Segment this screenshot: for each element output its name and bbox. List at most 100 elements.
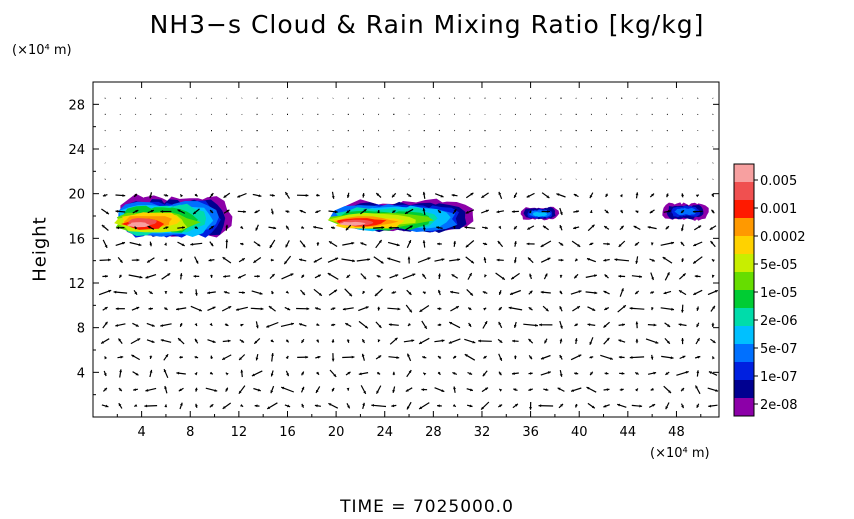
wind-vector (664, 272, 670, 281)
vector-head (210, 355, 214, 359)
wind-vector (574, 323, 579, 327)
wind-vector (190, 305, 203, 312)
wind-vector (360, 273, 367, 280)
wind-vector (497, 404, 503, 408)
vector-head (482, 291, 486, 294)
vector-head (194, 193, 198, 197)
vector-head (419, 341, 423, 344)
wind-vector (406, 289, 412, 296)
vector-head (546, 195, 550, 198)
wind-vector (708, 404, 718, 408)
vector-head (469, 372, 473, 375)
vector-shaft (438, 129, 441, 132)
vector-head (496, 210, 500, 214)
vector-head (409, 309, 412, 313)
colorbar-swatch (734, 326, 754, 345)
wind-vector (297, 355, 309, 359)
wind-vector (387, 307, 401, 311)
vector-head (149, 195, 152, 199)
vector-head (257, 388, 261, 392)
colorbar-label: 2e-08 (760, 398, 798, 413)
wind-vector (681, 129, 684, 132)
vector-head (650, 242, 654, 246)
wind-vector (361, 338, 366, 344)
vector-head (193, 211, 197, 215)
wind-vector (375, 321, 382, 329)
vector-head (589, 242, 593, 245)
wind-vector (497, 240, 504, 248)
vector-head (575, 371, 579, 375)
wind-vector (587, 402, 596, 409)
wind-vector (102, 306, 108, 311)
wind-vector (498, 306, 503, 311)
wind-vector (160, 339, 172, 343)
vector-head (497, 241, 501, 244)
vector-head (210, 193, 214, 196)
vector-head (696, 307, 700, 311)
wind-vector (559, 274, 563, 278)
vector-head (682, 355, 686, 359)
vector-head (422, 227, 426, 231)
vector-head (240, 242, 244, 246)
wind-vector (422, 224, 426, 231)
vector-head (667, 324, 671, 327)
wind-vector (513, 225, 518, 230)
vector-head (665, 406, 669, 410)
wind-vector (680, 387, 685, 392)
wind-vector (481, 226, 489, 230)
wind-vector (327, 257, 339, 263)
x-tick-label: 32 (474, 425, 491, 440)
wind-vector (102, 274, 108, 278)
wind-vector (711, 258, 715, 263)
vector-head (499, 404, 503, 408)
wind-vector (676, 371, 689, 376)
vector-head (681, 259, 685, 262)
colorbar: 0.005 0.001 0.0002 5e-05 1e-05 2e-06 5e-07 1e-0… (733, 163, 806, 417)
wind-vector (589, 356, 594, 359)
vector-head (134, 226, 138, 230)
vector-head (711, 193, 714, 197)
colorbar-frame (733, 163, 755, 417)
wind-vector (301, 274, 305, 279)
wind-vector (466, 288, 474, 297)
wind-vector (498, 191, 503, 200)
vector-head (571, 389, 574, 392)
vector-head (470, 388, 473, 392)
wind-vector (710, 338, 716, 344)
wind-vector (192, 208, 200, 215)
vector-head (649, 210, 653, 214)
vector-head (605, 194, 609, 197)
wind-vector (619, 225, 625, 231)
vector-head (437, 323, 441, 327)
vector-head (313, 259, 317, 263)
wind-vector (388, 226, 399, 230)
wind-vector (694, 355, 701, 359)
wind-vector (678, 289, 687, 296)
wind-vector (710, 240, 716, 248)
wind-vector (542, 305, 549, 312)
wind-vector (194, 372, 198, 376)
vector-head (681, 405, 684, 409)
vector-head (668, 390, 671, 393)
vector-head (331, 226, 334, 230)
wind-vector (680, 209, 685, 214)
vector-head (540, 290, 544, 294)
vector-head (254, 340, 258, 344)
wind-vector (422, 291, 426, 295)
vector-head (305, 355, 309, 359)
wind-vector (391, 192, 397, 198)
wind-vector (251, 290, 263, 295)
vector-head (453, 355, 457, 359)
vector-head (104, 356, 108, 360)
vector-head (622, 305, 626, 309)
vector-head (543, 225, 546, 229)
vector-head (696, 404, 700, 408)
wind-vector (223, 291, 230, 294)
wind-vector (179, 402, 183, 410)
vector-head (122, 241, 125, 245)
wind-vector (422, 372, 427, 376)
vector-shaft (651, 146, 653, 148)
vector-head (709, 227, 713, 230)
wind-vector (434, 193, 444, 198)
vector-head (314, 404, 318, 408)
